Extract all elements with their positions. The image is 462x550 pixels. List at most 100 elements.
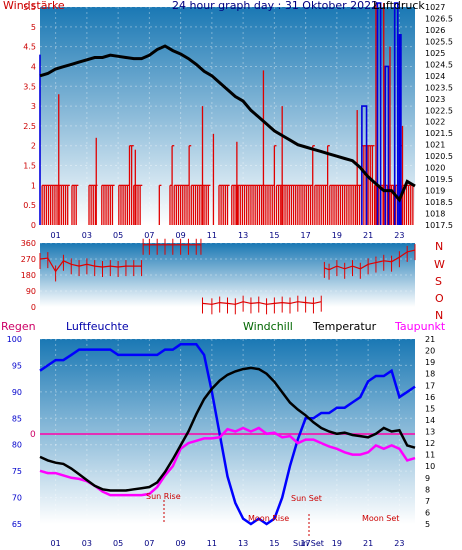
wind-speed-tick: 4.5	[23, 43, 36, 52]
wind-gust-series	[39, 2, 402, 225]
temperature-tick: 16	[425, 393, 435, 402]
wind-speed-tick: 2.5	[23, 122, 36, 131]
direction-tick: 180	[21, 271, 36, 280]
sun-set-lower-annotation: Sun Set	[293, 539, 324, 548]
sun-set-annotation: Sun Set	[291, 494, 322, 503]
hour-axis-ticks-top: 01 03 05 07 09 11 13 15 17 19 21 23	[51, 231, 405, 240]
humidity-axis-ticks: 65 70 75 80 85 90 95 100	[7, 335, 22, 529]
direction-axis-ticks: 0 90 180 270 360	[21, 239, 36, 312]
humidity-tick: 90	[12, 388, 22, 397]
compass-o: O	[435, 292, 444, 305]
hour-tick: 07	[144, 231, 154, 240]
temperature-axis-ticks: 5 6 7 8 9 10 11 12 13 14 15 16 17 18 19 20 21	[425, 335, 435, 529]
hour-tick: 09	[176, 539, 186, 548]
temperature-tick: 15	[425, 404, 435, 413]
pressure-tick: 1025	[425, 49, 445, 58]
temperature-tick: 5	[425, 520, 430, 529]
wind-speed-tick: 1.5	[23, 162, 36, 171]
pressure-tick: 1019.5	[425, 175, 453, 184]
temperature-tick: 10	[425, 462, 435, 471]
wind-speed-tick: 5	[31, 23, 36, 32]
temperature-tick: 6	[425, 508, 430, 517]
temperature-tick: 14	[425, 416, 435, 425]
chart-title: 24 hour graph day : 31 Oktober 2022	[172, 0, 378, 12]
temperature-tick: 7	[425, 497, 430, 506]
hour-tick: 15	[269, 231, 279, 240]
hour-tick: 11	[207, 231, 217, 240]
hour-tick: 13	[238, 539, 248, 548]
pressure-tick: 1026.5	[425, 14, 453, 23]
hour-tick: 23	[394, 539, 404, 548]
rain-zero-label: 0	[30, 430, 36, 440]
wind-speed-tick: 0.5	[23, 201, 36, 210]
temperature-tick: 17	[425, 381, 435, 390]
pressure-axis-ticks: 1017.5 1018 1018.5 1019 1019.5 1020 1020.5 1021…	[425, 3, 453, 230]
hour-tick: 15	[269, 539, 279, 548]
humidity-line	[39, 343, 416, 526]
pressure-tick: 1020	[425, 164, 445, 173]
temperature-tick: 21	[425, 335, 435, 344]
hour-tick: 13	[238, 231, 248, 240]
wind-speed-tick: 3	[31, 102, 36, 111]
pressure-tick: 1026	[425, 26, 445, 35]
humidity-label: Luftfeuchte	[66, 320, 129, 333]
hour-tick: 05	[113, 231, 123, 240]
temperature-tick: 8	[425, 485, 430, 494]
pressure-tick: 1019	[425, 187, 445, 196]
hour-tick: 23	[394, 231, 404, 240]
gust-bar	[393, 2, 399, 225]
hour-tick: 19	[332, 539, 342, 548]
moon-rise-annotation: Moon Rise	[248, 514, 289, 523]
dewpoint-line	[39, 426, 416, 497]
hour-tick: 05	[113, 539, 123, 548]
hour-tick: 11	[207, 539, 217, 548]
wind-speed-tick: 5.5	[23, 3, 36, 12]
temperature-tick: 20	[425, 347, 435, 356]
hour-tick: 03	[82, 539, 92, 548]
pressure-tick: 1022.5	[425, 106, 453, 115]
rain-label: Regen	[1, 320, 36, 333]
pressure-tick: 1025.5	[425, 37, 453, 46]
gust-bar	[376, 2, 382, 225]
compass-s: S	[435, 275, 442, 288]
wind-speed-axis-ticks: 0 0.5 1 1.5 2 2.5 3 3.5 4 4.5 5 5.5	[23, 3, 36, 230]
pressure-line	[39, 44, 416, 203]
pressure-tick: 1024.5	[425, 60, 453, 69]
humidity-temperature-plot-area	[40, 339, 415, 524]
moon-set-annotation: Moon Set	[362, 514, 399, 523]
pressure-tick: 1027	[425, 3, 445, 12]
direction-line	[202, 301, 322, 305]
wind-direction-series	[39, 238, 416, 315]
pressure-tick: 1017.5	[425, 221, 453, 230]
direction-tick: 270	[21, 255, 36, 264]
temperature-line	[39, 366, 416, 492]
compass-w: W	[434, 258, 445, 271]
temperature-tick: 11	[425, 451, 435, 460]
direction-tick: 360	[21, 239, 36, 248]
hour-tick: 21	[363, 231, 373, 240]
compass-n-top: N	[435, 240, 443, 253]
temperature-tick: 18	[425, 370, 435, 379]
wind-speed-tick: 0	[31, 221, 36, 230]
pressure-tick: 1023.5	[425, 83, 453, 92]
temperature-tick: 13	[425, 428, 435, 437]
humidity-tick: 85	[12, 414, 22, 423]
pressure-tick: 1020.5	[425, 152, 453, 161]
dewpoint-label: Taupunkt	[394, 320, 446, 333]
windchill-label: Windchill	[243, 320, 293, 333]
humidity-tick: 65	[12, 520, 22, 529]
direction-line	[39, 257, 142, 273]
direction-tick: 90	[26, 287, 36, 296]
pressure-tick: 1018	[425, 210, 445, 219]
humidity-tick: 80	[12, 441, 22, 450]
gust-bar	[361, 105, 368, 225]
humidity-tick: 75	[12, 467, 22, 476]
humidity-tick: 100	[7, 335, 22, 344]
sun-rise-annotation: Sun Rise	[146, 492, 181, 501]
humidity-tick: 95	[12, 361, 22, 370]
compass-n-bottom: N	[435, 309, 443, 322]
temperature-label: Temperatur	[312, 320, 377, 333]
wind-speed-tick: 3.5	[23, 82, 36, 91]
